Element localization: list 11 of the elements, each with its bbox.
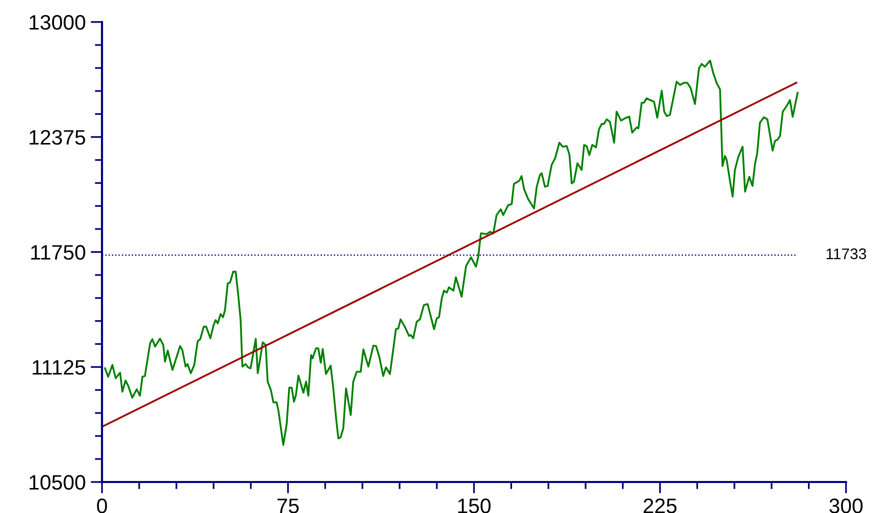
x-tick-label: 150 [458, 498, 491, 513]
ref-line-label: 11733 [826, 248, 866, 260]
y-tick-label: 12375 [30, 130, 86, 145]
y-tick-label: 13000 [30, 15, 86, 30]
x-tick-label: 300 [829, 498, 863, 513]
x-tick-label: 225 [644, 498, 677, 513]
y-tick-label: 11750 [31, 245, 86, 260]
y-tick-label: 10500 [30, 475, 86, 490]
x-tick-label: 0 [97, 498, 107, 513]
y-tick-label: 11125 [32, 360, 86, 375]
x-tick-label: 75 [277, 498, 299, 513]
